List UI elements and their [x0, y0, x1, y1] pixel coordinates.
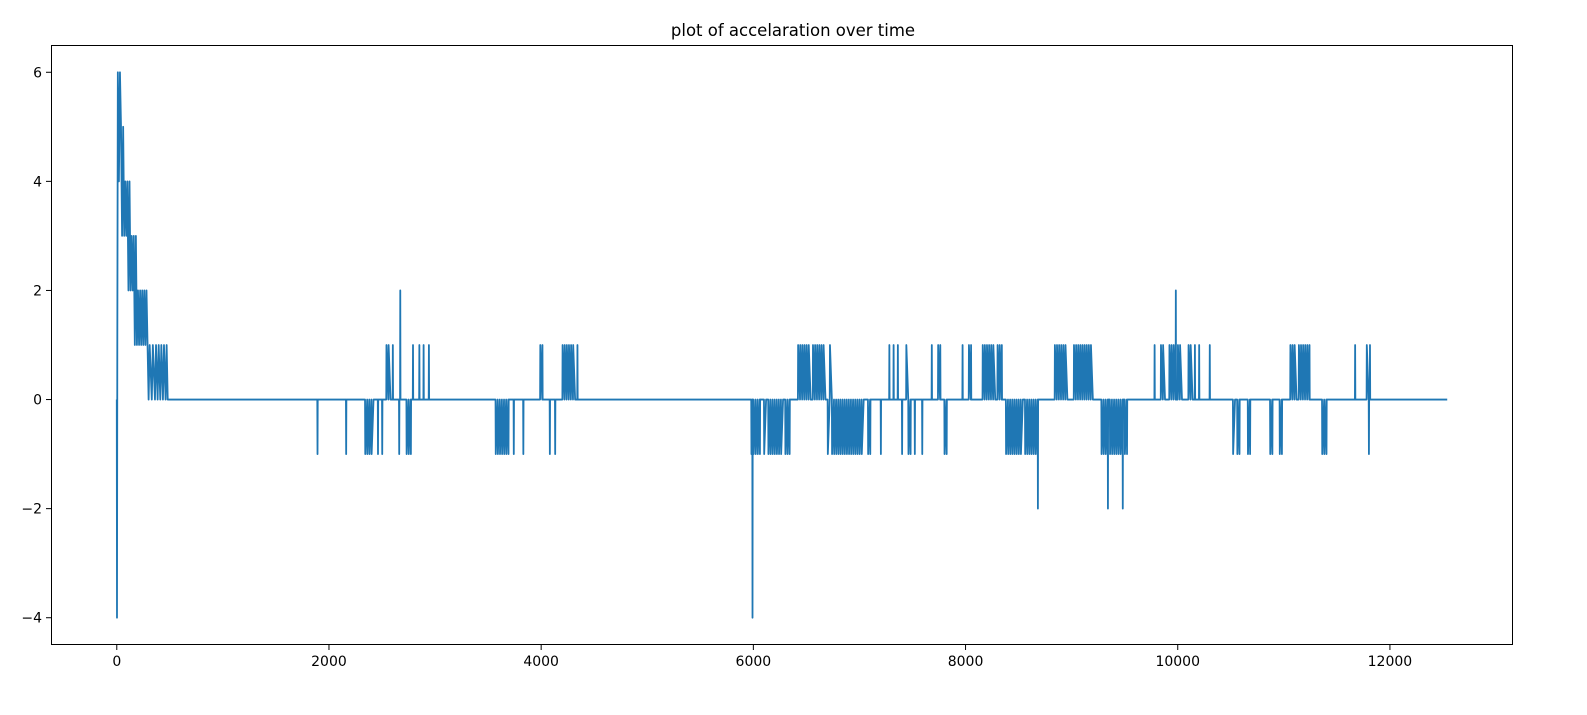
chart-title: plot of accelaration over time: [671, 21, 915, 40]
x-tick-label: 10000: [1155, 654, 1200, 670]
y-axis: −4 −2 0 2 4 6: [21, 65, 51, 627]
x-tick-label: 0: [112, 654, 121, 670]
y-tick-label: 2: [33, 283, 42, 299]
y-tick-label: −4: [21, 611, 42, 627]
y-tick-label: 6: [33, 65, 42, 81]
x-tick-label: 12000: [1368, 654, 1413, 670]
series-line-0: [115, 71, 1448, 619]
x-tick-label: 4000: [523, 654, 559, 670]
y-tick-label: −2: [21, 502, 42, 518]
x-tick-label: 6000: [736, 654, 772, 670]
y-tick-label: 0: [33, 393, 42, 409]
plot-frame: [51, 45, 1513, 645]
x-axis: 0 2000 4000 6000 8000 10000 12000: [112, 645, 1412, 670]
plot-area: [51, 45, 1513, 645]
y-tick-label: 4: [33, 174, 42, 190]
series-layer: [115, 71, 1448, 619]
x-tick-label: 8000: [948, 654, 984, 670]
x-tick-label: 2000: [311, 654, 347, 670]
